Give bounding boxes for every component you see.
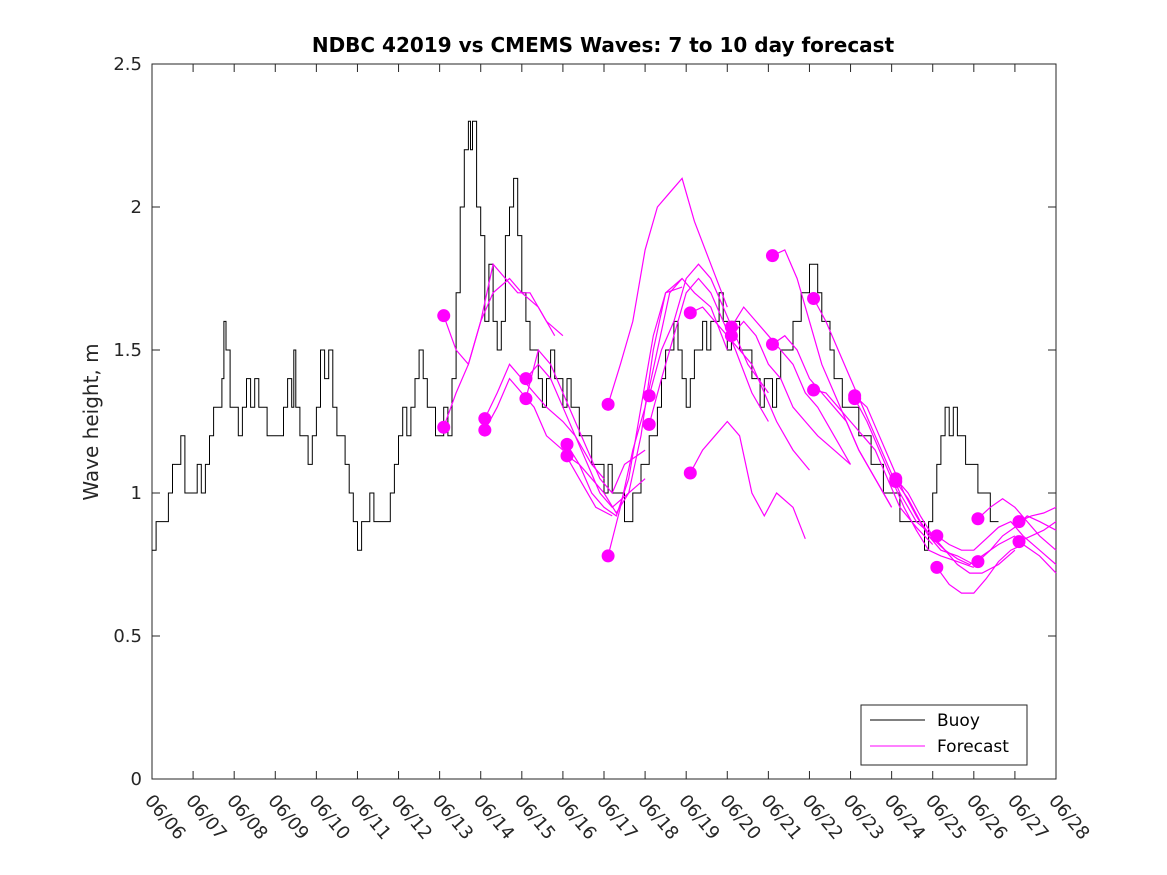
forecast-run-line	[936, 520, 1057, 565]
y-tick-label: 1	[131, 483, 142, 504]
forecast-run-line	[443, 277, 556, 366]
legend-label-buoy: Buoy	[937, 711, 980, 731]
forecast-start-marker	[930, 529, 944, 543]
forecast-start-marker	[1012, 515, 1026, 529]
forecast-run-line	[895, 478, 1016, 574]
forecast-start-marker	[560, 437, 574, 451]
forecast-start-marker	[519, 372, 533, 386]
y-tick-label: 2.5	[113, 54, 142, 75]
forecast-start-marker	[765, 249, 779, 263]
y-tick-label: 2	[131, 197, 142, 218]
forecast-run-line	[936, 543, 1057, 594]
forecast-start-marker	[437, 420, 451, 434]
y-axis-label: Wave height, m	[79, 343, 103, 500]
forecast-run-line	[607, 277, 728, 557]
forecast-start-marker	[765, 337, 779, 351]
forecast-start-marker	[437, 309, 451, 323]
legend: Buoy Forecast	[860, 704, 1028, 766]
buoy-series-line	[152, 120, 999, 551]
forecast-start-marker	[642, 417, 656, 431]
forecast-start-marker	[971, 512, 985, 526]
forecast-run-line	[690, 306, 810, 471]
y-tick-label: 0	[131, 769, 142, 790]
forecast-run-line	[854, 398, 975, 568]
forecast-start-marker	[930, 560, 944, 574]
forecast-run-line	[443, 262, 564, 428]
y-tick-label: 1.5	[113, 340, 142, 361]
forecast-start-marker	[724, 329, 738, 343]
forecast-run-line	[730, 306, 852, 465]
legend-label-forecast: Forecast	[937, 737, 1009, 757]
forecast-run-line	[730, 320, 851, 465]
forecast-start-marker	[807, 383, 821, 397]
forecast-start-marker	[683, 466, 697, 480]
forecast-run-line	[566, 278, 683, 515]
forecast-start-marker	[1012, 535, 1026, 549]
forecast-start-marker	[848, 392, 862, 406]
forecast-run-line	[1018, 521, 1057, 543]
forecast-run-line	[813, 298, 934, 537]
forecast-run-line	[648, 263, 769, 396]
forecast-start-marker	[560, 449, 574, 463]
forecast-start-marker	[478, 412, 492, 426]
forecast-start-marker	[478, 423, 492, 437]
forecast-run-line	[648, 277, 769, 425]
forecast-run-line	[772, 334, 893, 508]
forecast-run-line	[484, 363, 605, 480]
forecast-start-marker	[683, 306, 697, 320]
chart-title: NDBC 42019 vs CMEMS Waves: 7 to 10 day f…	[312, 33, 895, 57]
forecast-start-marker	[601, 549, 615, 563]
forecast-start-marker	[807, 292, 821, 306]
forecast-start-marker	[889, 475, 903, 489]
forecast-run-line	[525, 363, 646, 509]
legend-box	[860, 704, 1028, 766]
forecast-run-line	[813, 389, 934, 545]
forecast-run-line	[484, 377, 613, 517]
forecast-start-marker	[601, 397, 615, 411]
forecast-run-line	[689, 420, 806, 540]
y-tick-label: 0.5	[113, 626, 142, 647]
forecast-start-marker	[642, 389, 656, 403]
forecast-start-marker	[519, 392, 533, 406]
forecast-run-line	[1018, 506, 1057, 523]
forecast-run-line	[977, 497, 1057, 551]
forecast-run-line	[607, 177, 728, 405]
forecast-run-line	[525, 348, 646, 495]
forecast-run-line	[977, 515, 1057, 563]
forecast-start-marker	[971, 555, 985, 569]
